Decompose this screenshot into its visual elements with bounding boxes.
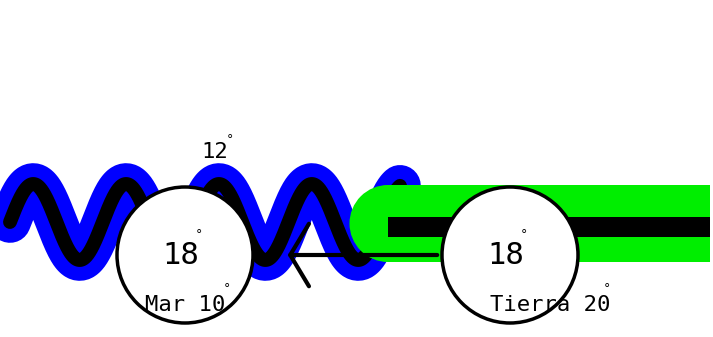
Text: °: ° <box>604 282 610 295</box>
Text: °: ° <box>227 133 233 146</box>
Circle shape <box>117 187 253 323</box>
Text: 12: 12 <box>202 142 228 162</box>
Text: °: ° <box>196 228 202 242</box>
Circle shape <box>442 187 578 323</box>
Text: °: ° <box>224 282 230 295</box>
Wedge shape <box>349 185 388 262</box>
FancyBboxPatch shape <box>388 185 710 262</box>
Text: 18: 18 <box>163 241 200 270</box>
Text: Mar 10: Mar 10 <box>145 295 225 315</box>
Text: 18: 18 <box>488 241 524 270</box>
Text: Tierra 20: Tierra 20 <box>490 295 610 315</box>
Bar <box>388 217 710 237</box>
Text: °: ° <box>520 228 527 242</box>
